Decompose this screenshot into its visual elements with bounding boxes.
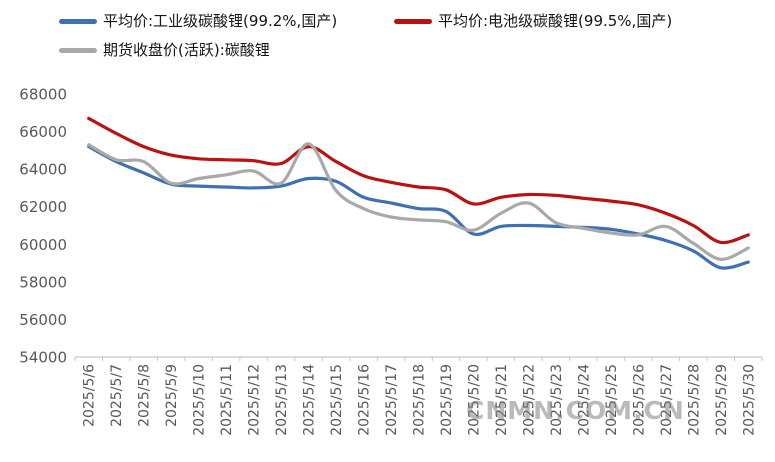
legend: 平均价:工业级碳酸锂(99.2%,国产) 平均价:电池级碳酸锂(99.5%,国产… bbox=[59, 10, 672, 61]
x-axis-label: 2025/5/10 bbox=[192, 364, 208, 436]
x-axis-label: 2025/5/12 bbox=[247, 364, 263, 436]
series-line-battery-grade bbox=[87, 116, 750, 245]
x-axis-label: 2025/5/29 bbox=[714, 364, 730, 436]
x-axis-label: 2025/5/22 bbox=[521, 364, 537, 436]
legend-label-industrial-grade: 平均价:工业级碳酸锂(99.2%,国产) bbox=[103, 12, 338, 30]
y-axis-label: 54000 bbox=[19, 349, 67, 367]
legend-item-battery-grade: 平均价:电池级碳酸锂(99.5%,国产) bbox=[394, 10, 672, 32]
x-axis-label: 2025/5/15 bbox=[329, 364, 345, 436]
legend-marker-futures-close-icon bbox=[59, 47, 97, 53]
y-axis-label: 58000 bbox=[19, 273, 67, 291]
y-axis-label: 66000 bbox=[19, 123, 67, 141]
legend-item-industrial-grade: 平均价:工业级碳酸锂(99.2%,国产) bbox=[59, 10, 394, 32]
x-axis-label: 2025/5/13 bbox=[274, 364, 290, 436]
x-axis-label: 2025/5/9 bbox=[164, 364, 180, 427]
x-axis-label: 2025/5/19 bbox=[439, 364, 455, 436]
y-axis-label: 60000 bbox=[19, 236, 67, 254]
x-axis-label: 2025/5/17 bbox=[384, 364, 400, 436]
legend-marker-battery-grade-icon bbox=[394, 18, 432, 24]
x-axis-label: 2025/5/18 bbox=[412, 364, 428, 436]
series-line-futures-close bbox=[87, 142, 750, 261]
legend-row-2: 期货收盘价(活跃):碳酸锂 bbox=[59, 39, 672, 61]
x-axis-label: 2025/5/26 bbox=[631, 364, 647, 436]
x-axis-label: 2025/5/27 bbox=[659, 364, 675, 436]
legend-label-battery-grade: 平均价:电池级碳酸锂(99.5%,国产) bbox=[438, 12, 673, 30]
x-axis-label: 2025/5/21 bbox=[494, 364, 510, 436]
x-axis-label: 2025/5/28 bbox=[686, 364, 702, 436]
x-axis-label: 2025/5/25 bbox=[604, 364, 620, 436]
legend-marker-industrial-grade-icon bbox=[59, 18, 97, 24]
x-axis-label: 2025/5/8 bbox=[137, 364, 153, 427]
y-axis-label: 68000 bbox=[19, 86, 67, 104]
x-axis-label: 2025/5/20 bbox=[466, 364, 482, 436]
x-axis-label: 2025/5/23 bbox=[549, 364, 565, 436]
x-axis-label: 2025/5/6 bbox=[82, 364, 98, 427]
legend-item-futures-close: 期货收盘价(活跃):碳酸锂 bbox=[59, 39, 270, 61]
x-axis-label: 2025/5/30 bbox=[741, 364, 757, 436]
y-axis-label: 64000 bbox=[19, 161, 67, 179]
y-axis-label: 56000 bbox=[19, 311, 67, 329]
x-axis-label: 2025/5/24 bbox=[576, 364, 592, 436]
legend-label-futures-close: 期货收盘价(活跃):碳酸锂 bbox=[103, 41, 270, 59]
x-axis-label: 2025/5/16 bbox=[357, 364, 373, 436]
x-axis-label: 2025/5/7 bbox=[109, 364, 125, 427]
y-axis-label: 62000 bbox=[19, 198, 67, 216]
x-axis-label: 2025/5/11 bbox=[219, 364, 235, 436]
legend-row-1: 平均价:工业级碳酸锂(99.2%,国产) 平均价:电池级碳酸锂(99.5%,国产… bbox=[59, 10, 672, 32]
x-axis-label: 2025/5/14 bbox=[302, 364, 318, 436]
